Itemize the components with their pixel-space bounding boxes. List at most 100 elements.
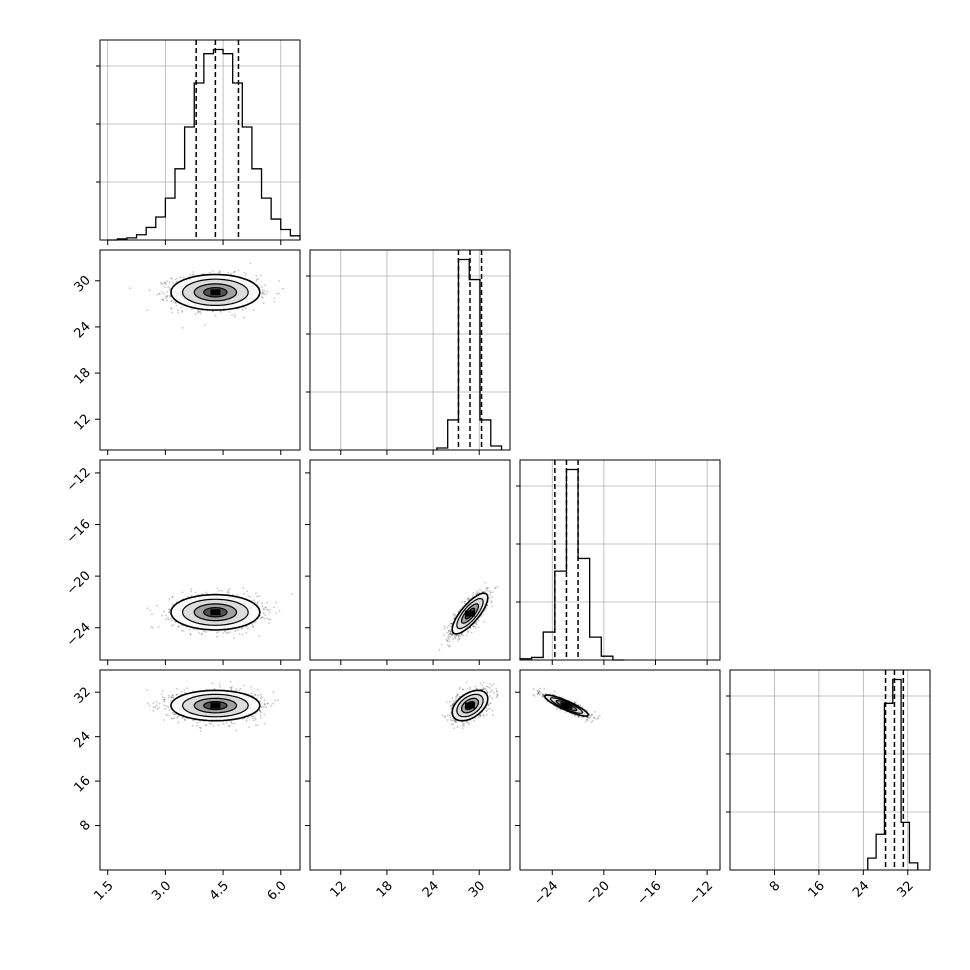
scatter-point — [259, 697, 262, 700]
scatter-point — [146, 702, 149, 705]
scatter-point — [160, 693, 163, 695]
scatter-point — [262, 296, 264, 299]
scatter-point — [459, 608, 461, 611]
scatter-point — [451, 634, 454, 636]
scatter-point — [228, 311, 231, 313]
scatter-point — [161, 291, 164, 293]
scatter-point — [256, 724, 259, 726]
scatter-point — [228, 724, 230, 727]
scatter-point — [180, 690, 183, 693]
scatter-point — [169, 295, 171, 297]
scatter-point — [457, 640, 459, 642]
scatter-point — [254, 718, 257, 721]
scatter-point — [260, 696, 263, 699]
scatter-point — [240, 627, 243, 630]
scatter-point — [152, 706, 155, 709]
scatter-point — [167, 616, 169, 619]
scatter-point — [256, 688, 259, 691]
scatter-point — [470, 631, 473, 634]
scatter-point — [446, 639, 449, 642]
scatter-point — [170, 617, 172, 620]
scatter-point — [261, 602, 263, 605]
scatter-point — [160, 281, 162, 284]
scatter-point — [489, 593, 491, 596]
scatter-point — [448, 630, 450, 633]
scatter-point — [282, 287, 285, 290]
scatter-point — [449, 636, 452, 638]
scatter-point — [176, 687, 178, 690]
scatter-point — [238, 689, 241, 692]
scatter-point — [482, 613, 485, 615]
scatter-point — [172, 281, 175, 284]
scatter-point — [454, 616, 456, 618]
scatter-point — [190, 590, 193, 593]
scatter-point — [189, 273, 192, 276]
scatter-point — [449, 630, 452, 633]
scatter-point — [466, 598, 469, 601]
scatter-point — [173, 717, 175, 719]
scatter-point — [449, 633, 452, 635]
scatter-point — [226, 591, 229, 594]
scatter-point — [222, 632, 225, 635]
scatter-point — [183, 688, 186, 691]
scatter-point — [196, 628, 198, 631]
scatter-point — [189, 633, 192, 636]
scatter-point — [463, 602, 466, 605]
scatter-point — [455, 634, 458, 637]
scatter-point — [198, 311, 201, 313]
scatter-point — [205, 724, 208, 726]
scatter-point — [170, 696, 173, 698]
scatter-point — [163, 719, 165, 721]
scatter-point — [259, 709, 262, 712]
scatter-point — [152, 709, 155, 712]
scatter-point — [266, 702, 269, 705]
scatter-point — [269, 608, 272, 611]
scatter-point — [440, 643, 443, 646]
scatter-point — [258, 635, 261, 638]
diag-panel-2 — [516, 459, 721, 661]
scatter-point — [176, 277, 178, 280]
scatter-point — [459, 635, 462, 637]
histogram-step — [436, 258, 503, 450]
scatter-point — [232, 272, 235, 274]
scatter-point — [467, 597, 470, 600]
panel-frame — [309, 249, 511, 451]
scatter-point — [165, 713, 168, 716]
scatter-point — [255, 280, 258, 282]
scatter-point — [170, 277, 172, 280]
scatter-point — [177, 721, 180, 724]
scatter-point — [247, 595, 250, 597]
scatter-point — [234, 270, 237, 273]
scatter-point — [162, 292, 165, 295]
scatter-point — [491, 591, 494, 594]
scatter-point — [268, 611, 271, 614]
scatter-point — [156, 293, 158, 296]
scatter-point — [161, 690, 164, 692]
scatter-point — [261, 293, 264, 296]
scatter-point — [263, 722, 266, 725]
scatter-point — [466, 634, 468, 637]
scatter-point — [162, 298, 164, 301]
scatter-point — [445, 638, 448, 641]
scatter-point — [200, 633, 203, 636]
scatter-point — [175, 304, 178, 307]
scatter-point — [166, 290, 169, 293]
scatter-point — [218, 589, 220, 592]
scatter-point — [449, 622, 452, 625]
scatter-point — [464, 600, 466, 603]
scatter-point — [485, 607, 487, 610]
scatter-point — [165, 297, 167, 300]
scatter-point — [194, 312, 197, 315]
scatter-point — [152, 702, 155, 705]
scatter-point — [447, 634, 450, 637]
scatter-point — [166, 280, 168, 282]
scatter-point — [458, 634, 460, 637]
scatter-point — [446, 631, 449, 634]
scatter-point — [168, 608, 171, 611]
scatter-area — [146, 680, 279, 732]
scatter-point — [455, 634, 457, 637]
scatter-point — [170, 300, 173, 302]
scatter-point — [488, 597, 491, 600]
panel-frame — [309, 459, 511, 661]
scatter-point — [450, 633, 453, 636]
